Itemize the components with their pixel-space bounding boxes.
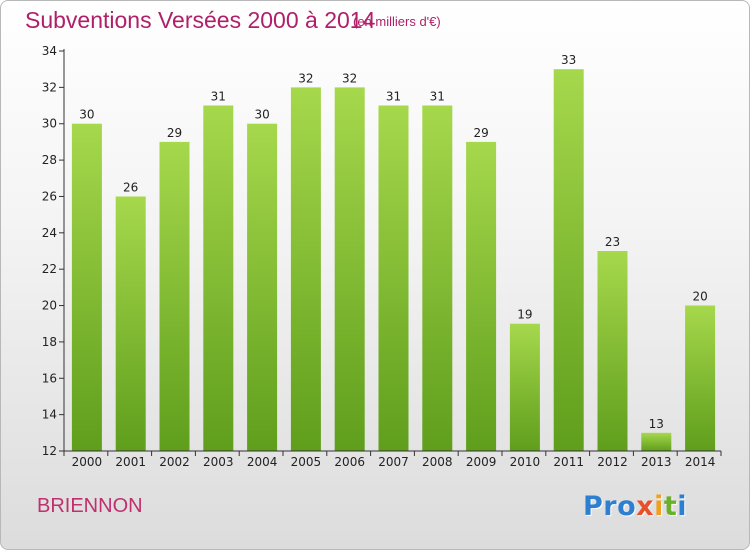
y-tick-18: 18 — [42, 335, 57, 349]
bar-2006 — [334, 87, 365, 452]
value-label-2004: 30 — [254, 108, 269, 122]
y-tick-20: 20 — [42, 299, 57, 313]
y-tick-14: 14 — [42, 408, 57, 422]
logo-part-i2: i — [677, 491, 688, 522]
bar-2005 — [290, 87, 321, 452]
x-tick-2011: 2011 — [553, 455, 584, 469]
y-tick-22: 22 — [42, 262, 57, 276]
bar-2009 — [466, 141, 497, 451]
value-label-2008: 31 — [430, 90, 445, 104]
bar-2010 — [509, 323, 540, 451]
value-label-2012: 23 — [605, 235, 620, 249]
y-tick-32: 32 — [42, 80, 57, 94]
y-tick-28: 28 — [42, 153, 57, 167]
bar-2011 — [553, 69, 584, 451]
x-tick-2004: 2004 — [247, 455, 278, 469]
chart-title: Subventions Versées 2000 à 2014 — [25, 7, 376, 33]
value-label-2010: 19 — [517, 308, 532, 322]
value-label-2001: 26 — [123, 181, 138, 195]
y-tick-34: 34 — [42, 44, 57, 58]
x-tick-2007: 2007 — [378, 455, 409, 469]
value-label-2002: 29 — [167, 126, 182, 140]
value-label-2007: 31 — [386, 90, 401, 104]
bar-2008 — [422, 105, 453, 451]
bar-2013 — [641, 432, 672, 451]
value-label-2011: 33 — [561, 53, 576, 67]
x-tick-2010: 2010 — [510, 455, 541, 469]
y-tick-16: 16 — [42, 371, 57, 385]
proxiti-logo[interactable]: Proxiti — [583, 491, 687, 522]
bar-2001 — [115, 196, 146, 451]
y-tick-30: 30 — [42, 117, 57, 131]
bar-2000 — [71, 123, 102, 451]
bar-2014 — [685, 305, 716, 451]
x-tick-2014: 2014 — [685, 455, 716, 469]
x-tick-2012: 2012 — [597, 455, 628, 469]
logo-part-x: x — [636, 491, 655, 522]
value-label-2003: 31 — [211, 90, 226, 104]
logo-part-t: t — [663, 491, 678, 522]
commune-name: BRIENNON — [37, 495, 143, 517]
value-label-2000: 30 — [79, 108, 94, 122]
bar-2012 — [597, 251, 628, 451]
x-tick-2005: 2005 — [291, 455, 322, 469]
x-tick-2008: 2008 — [422, 455, 453, 469]
value-label-2014: 20 — [692, 290, 707, 304]
bar-2004 — [247, 123, 278, 451]
chart-subtitle: (en milliers d'€) — [353, 14, 441, 29]
value-label-2013: 13 — [649, 417, 664, 431]
x-tick-2002: 2002 — [159, 455, 190, 469]
logo-part-pro: Pro — [583, 491, 637, 522]
x-tick-2009: 2009 — [466, 455, 497, 469]
x-tick-2000: 2000 — [72, 455, 103, 469]
value-label-2009: 29 — [473, 126, 488, 140]
logo-part-i1: i — [654, 491, 664, 522]
bar-2003 — [203, 105, 234, 451]
bar-2007 — [378, 105, 409, 451]
y-tick-24: 24 — [42, 226, 57, 240]
bar-2002 — [159, 141, 190, 451]
x-tick-2006: 2006 — [334, 455, 365, 469]
x-tick-2013: 2013 — [641, 455, 672, 469]
y-tick-26: 26 — [42, 190, 57, 204]
value-label-2006: 32 — [342, 71, 357, 85]
y-tick-12: 12 — [42, 444, 57, 458]
x-tick-2003: 2003 — [203, 455, 234, 469]
x-tick-2001: 2001 — [115, 455, 146, 469]
value-label-2005: 32 — [298, 71, 313, 85]
